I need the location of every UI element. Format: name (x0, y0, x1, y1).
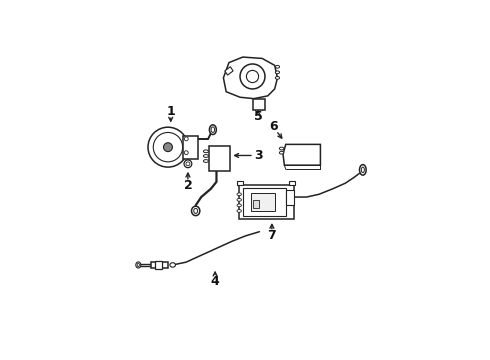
Ellipse shape (137, 263, 140, 267)
Ellipse shape (136, 262, 141, 268)
Ellipse shape (279, 147, 284, 150)
Text: 2: 2 (184, 179, 192, 192)
Text: 1: 1 (167, 105, 175, 118)
Polygon shape (225, 67, 233, 75)
Ellipse shape (275, 76, 279, 79)
Bar (251, 193, 275, 211)
Text: 3: 3 (254, 149, 262, 162)
Ellipse shape (279, 151, 284, 154)
Ellipse shape (237, 198, 242, 201)
Ellipse shape (194, 208, 197, 213)
Circle shape (164, 143, 172, 152)
Bar (286, 190, 294, 205)
Circle shape (184, 137, 188, 141)
Ellipse shape (237, 193, 242, 196)
Bar (252, 99, 265, 110)
Ellipse shape (203, 155, 208, 157)
Circle shape (184, 151, 188, 155)
Ellipse shape (275, 71, 279, 74)
Text: 4: 4 (211, 275, 220, 288)
Ellipse shape (203, 159, 208, 162)
Ellipse shape (211, 127, 215, 132)
Ellipse shape (192, 206, 200, 216)
Circle shape (148, 127, 188, 167)
Ellipse shape (209, 125, 217, 135)
Ellipse shape (275, 66, 279, 68)
Bar (155, 261, 162, 269)
Circle shape (240, 64, 265, 89)
Circle shape (153, 132, 183, 162)
Bar (151, 262, 168, 268)
Polygon shape (223, 57, 277, 99)
Circle shape (246, 70, 259, 82)
Ellipse shape (237, 210, 242, 212)
Bar (237, 181, 244, 185)
Ellipse shape (170, 263, 175, 267)
Bar (209, 146, 229, 171)
Ellipse shape (237, 204, 242, 207)
Bar (290, 181, 295, 185)
Text: 7: 7 (268, 229, 276, 242)
Text: 6: 6 (269, 120, 278, 134)
Bar (239, 185, 294, 219)
Polygon shape (283, 144, 320, 165)
Bar (183, 136, 197, 159)
Circle shape (184, 160, 192, 168)
Ellipse shape (203, 150, 208, 153)
Circle shape (186, 162, 190, 166)
Ellipse shape (360, 165, 366, 175)
Bar (252, 200, 259, 208)
Ellipse shape (361, 167, 365, 173)
Text: 5: 5 (254, 109, 263, 123)
Bar (243, 188, 286, 216)
